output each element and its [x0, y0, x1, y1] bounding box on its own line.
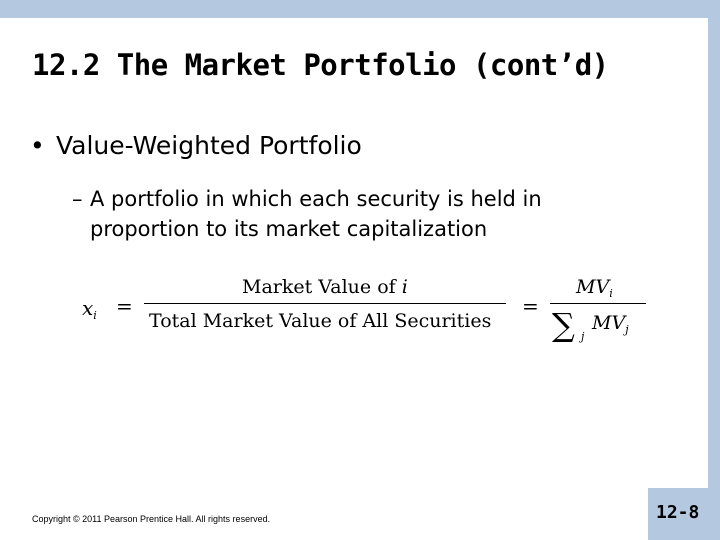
formula-denominator: Total Market Value of All Securities: [149, 310, 492, 332]
bullet-value-weighted: • Value-Weighted Portfolio: [30, 131, 362, 160]
formula-lhs-var: x: [82, 296, 94, 320]
formula-sum-sub: j: [581, 330, 585, 343]
formula-lhs: xi: [82, 296, 97, 322]
slide: 12.2 The Market Portfolio (cont’d) • Valu…: [0, 18, 708, 540]
formula-sum-symbol: ∑: [552, 306, 575, 344]
formula-rhs-denominator-var: MV: [592, 312, 626, 334]
copyright-notice: Copyright © 2011 Pearson Prentice Hall. …: [32, 514, 271, 524]
bullet-text: Value-Weighted Portfolio: [56, 131, 362, 160]
bullet-marker: •: [30, 131, 45, 160]
sub-bullet-marker: –: [72, 187, 83, 211]
formula-equals-1: =: [116, 294, 133, 318]
formula-numerator-text: Market Value of: [242, 276, 396, 298]
formula-rhs-numerator: MVi: [576, 276, 613, 300]
slide-title: 12.2 The Market Portfolio (cont’d): [32, 48, 609, 82]
sub-bullet-definition: – A portfolio in which each security is …: [72, 184, 632, 244]
page-number: 12-8: [656, 502, 700, 523]
formula-fraction-bar-2: [550, 303, 646, 305]
formula-rhs-denominator: MVj: [592, 312, 629, 336]
value-weight-formula: xi = Market Value of i Total Market Valu…: [70, 256, 670, 356]
formula-equals-2: =: [522, 294, 539, 318]
sub-bullet-text: A portfolio in which each security is he…: [90, 187, 542, 241]
formula-numerator-var: i: [401, 276, 408, 298]
formula-fraction-bar-1: [144, 303, 506, 305]
formula-rhs-denominator-sub: j: [625, 323, 629, 336]
formula-numerator: Market Value of i: [242, 276, 408, 298]
formula-rhs-numerator-sub: i: [609, 287, 613, 300]
page-number-box: 12-8: [648, 488, 720, 540]
formula-lhs-sub: i: [93, 309, 97, 322]
formula-rhs-numerator-var: MV: [576, 276, 610, 298]
